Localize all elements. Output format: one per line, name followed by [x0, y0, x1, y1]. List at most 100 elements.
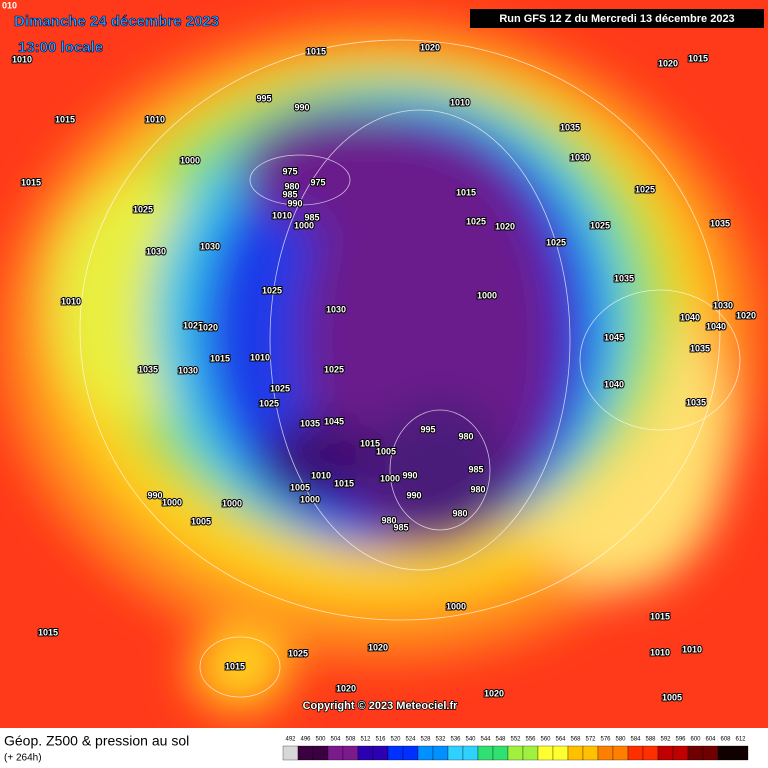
isobar-label: 1030	[326, 304, 346, 314]
isobar-label: 1000	[380, 473, 400, 483]
footer-lead: (+ 264h)	[4, 753, 42, 764]
colorbar-cell	[372, 745, 389, 761]
footer-title: Géop. Z500 & pression au sol	[4, 733, 189, 749]
colorbar-label: 528	[420, 737, 431, 743]
isobar-label: 1010	[145, 114, 165, 124]
colorbar-cell	[327, 745, 344, 761]
colorbar-cell	[282, 745, 299, 761]
isobar-label: 1020	[736, 310, 756, 320]
colorbar-label: 500	[315, 737, 326, 743]
colorbar-label: 544	[480, 737, 491, 743]
colorbar-cell	[492, 745, 509, 761]
isobar-label: 990	[294, 102, 309, 112]
time: 13:00 locale	[18, 39, 103, 56]
colorbar-cell	[597, 745, 614, 761]
colorbar-cell	[567, 745, 584, 761]
colorbar-label: 516	[375, 737, 386, 743]
isobar-label: 1025	[635, 184, 655, 194]
colorbar-cell	[672, 745, 689, 761]
isobar-label: 1020	[368, 642, 388, 652]
colorbar-label: 504	[330, 737, 341, 743]
isobar-label: 1005	[376, 446, 396, 456]
isobar-label: 1025	[183, 320, 203, 330]
isobar-label: 1005	[191, 516, 211, 526]
isobar-label: 1025	[546, 237, 566, 247]
isobar-label: 1025	[590, 220, 610, 230]
isobar-label: 1045	[604, 332, 624, 342]
colorbar-label: 492	[285, 737, 296, 743]
isobar-label: 1030	[178, 365, 198, 375]
isobar-label: 1015	[21, 177, 41, 187]
corner-label: 010	[2, 0, 17, 10]
copyright: Copyright © 2023 Meteociel.fr	[303, 700, 459, 712]
colorbar-cell	[627, 745, 644, 761]
colorbar-label: 596	[675, 737, 686, 743]
colorbar-label: 600	[690, 737, 701, 743]
isobar-label: 985	[282, 189, 297, 199]
colorbar-cell	[537, 745, 554, 761]
isobar-label: 1035	[690, 343, 710, 353]
isobar-label: 1000	[300, 494, 320, 504]
isobar-label: 1000	[446, 601, 466, 611]
colorbar-label: 576	[600, 737, 611, 743]
colorbar-cell	[447, 745, 464, 761]
colorbar-cell	[732, 745, 749, 761]
colorbar-cell	[657, 745, 674, 761]
colorbar-label: 564	[555, 737, 566, 743]
isobar-label: 1015	[306, 46, 326, 56]
colorbar-cell	[417, 745, 434, 761]
colorbar-cell	[297, 745, 314, 761]
isobar-label: 980	[284, 181, 299, 191]
colorbar-label: 612	[735, 737, 746, 743]
colorbar-cell	[552, 745, 569, 761]
colorbar-cell	[687, 745, 704, 761]
colorbar-cell	[612, 745, 629, 761]
isobar-label: 1035	[300, 418, 320, 428]
colorbar: 492 496 500 504 508 512 516 520 524 528 532 536 540 5…	[282, 737, 749, 761]
isobar-label: 1030	[146, 246, 166, 256]
isobar-label: 1030	[713, 300, 733, 310]
isobar-label: 1020	[198, 322, 218, 332]
isobar-label: 1000	[294, 220, 314, 230]
colorbar-label: 592	[660, 737, 671, 743]
isobar-label: 985	[304, 212, 319, 222]
colorbar-label: 608	[720, 737, 731, 743]
isobar-label: 995	[420, 424, 435, 434]
isobar-label: 1010	[650, 647, 670, 657]
isobar-label: 1035	[686, 397, 706, 407]
colorbar-cell	[357, 745, 374, 761]
isobar-label: 985	[468, 464, 483, 474]
colorbar-label: 524	[405, 737, 416, 743]
isobar-label: 1015	[456, 187, 476, 197]
isobar-label: 1040	[604, 379, 624, 389]
isobar-label: 1035	[710, 218, 730, 228]
colorbar-cell	[402, 745, 419, 761]
colorbar-label: 580	[615, 737, 626, 743]
isobars	[79, 39, 741, 698]
isobar-label: 1000	[162, 497, 182, 507]
isobar-label: 1015	[55, 114, 75, 124]
colorbar-cell	[432, 745, 449, 761]
colorbar-label: 532	[435, 737, 446, 743]
colorbar-label: 540	[465, 737, 476, 743]
isobar-label: 1000	[477, 290, 497, 300]
colorbar-label: 584	[630, 737, 641, 743]
isobar-label: 1025	[133, 204, 153, 214]
colorbar-cell	[582, 745, 599, 761]
isobar-label: 1005	[290, 482, 310, 492]
colorbar-label: 508	[345, 737, 356, 743]
isobar-label: 1015	[334, 478, 354, 488]
colorbar-cell	[342, 745, 359, 761]
isobar-label: 1010	[311, 470, 331, 480]
isobar-label: 980	[381, 515, 396, 525]
isobar-label: 1010	[682, 644, 702, 654]
isobar-label: 980	[470, 484, 485, 494]
isobar-label: 1025	[270, 383, 290, 393]
isobar-label: 1035	[560, 122, 580, 132]
field	[0, 0, 768, 728]
isobar-label: 1030	[570, 152, 590, 162]
isobar-label: 1020	[420, 42, 440, 52]
colorbar-cell	[702, 745, 719, 761]
colorbar-label: 588	[645, 737, 656, 743]
